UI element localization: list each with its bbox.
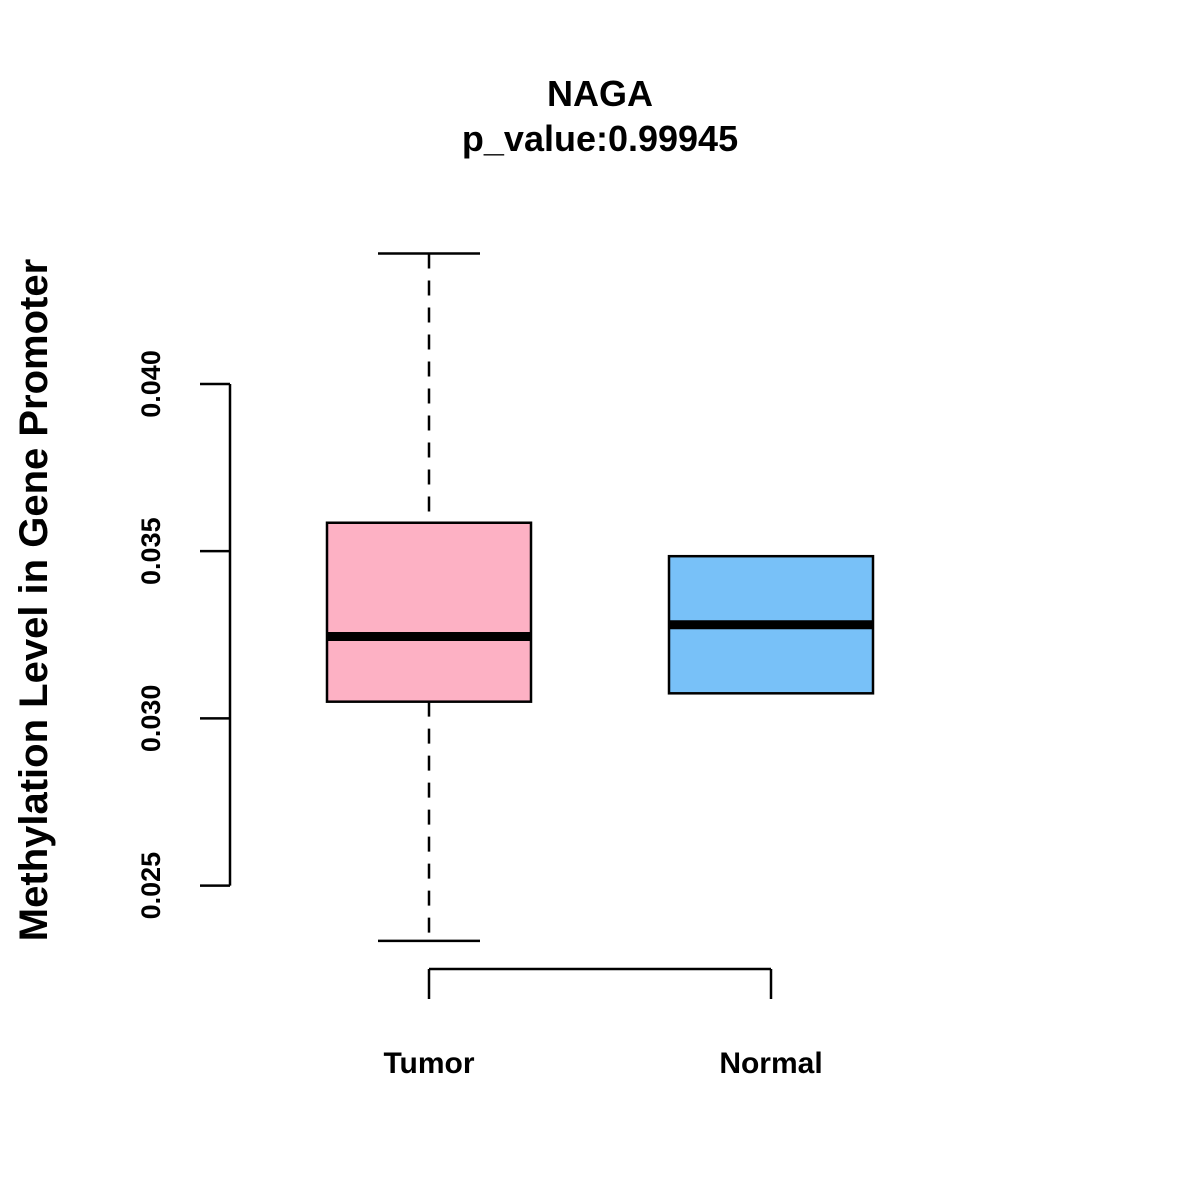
y-tick-label: 0.030 (136, 685, 166, 753)
box-group-normal (667, 554, 875, 695)
x-tick-label: Tumor (383, 1047, 474, 1080)
chart-title: NAGA (547, 73, 653, 114)
x-axis: Tumor Normal (383, 967, 823, 1080)
chart-subtitle: p_value:0.99945 (462, 118, 738, 159)
y-axis: 0.025 0.030 0.035 0.040 (136, 350, 232, 920)
x-tick-label: Normal (719, 1047, 822, 1080)
y-tick-label: 0.040 (136, 350, 166, 418)
y-axis-label: Methylation Level in Gene Promoter (12, 259, 56, 941)
box-group-tumor (325, 252, 533, 943)
y-tick-label: 0.025 (136, 852, 166, 920)
boxes (325, 252, 875, 943)
iqr-box (325, 521, 533, 703)
y-tick-label: 0.035 (136, 517, 166, 585)
